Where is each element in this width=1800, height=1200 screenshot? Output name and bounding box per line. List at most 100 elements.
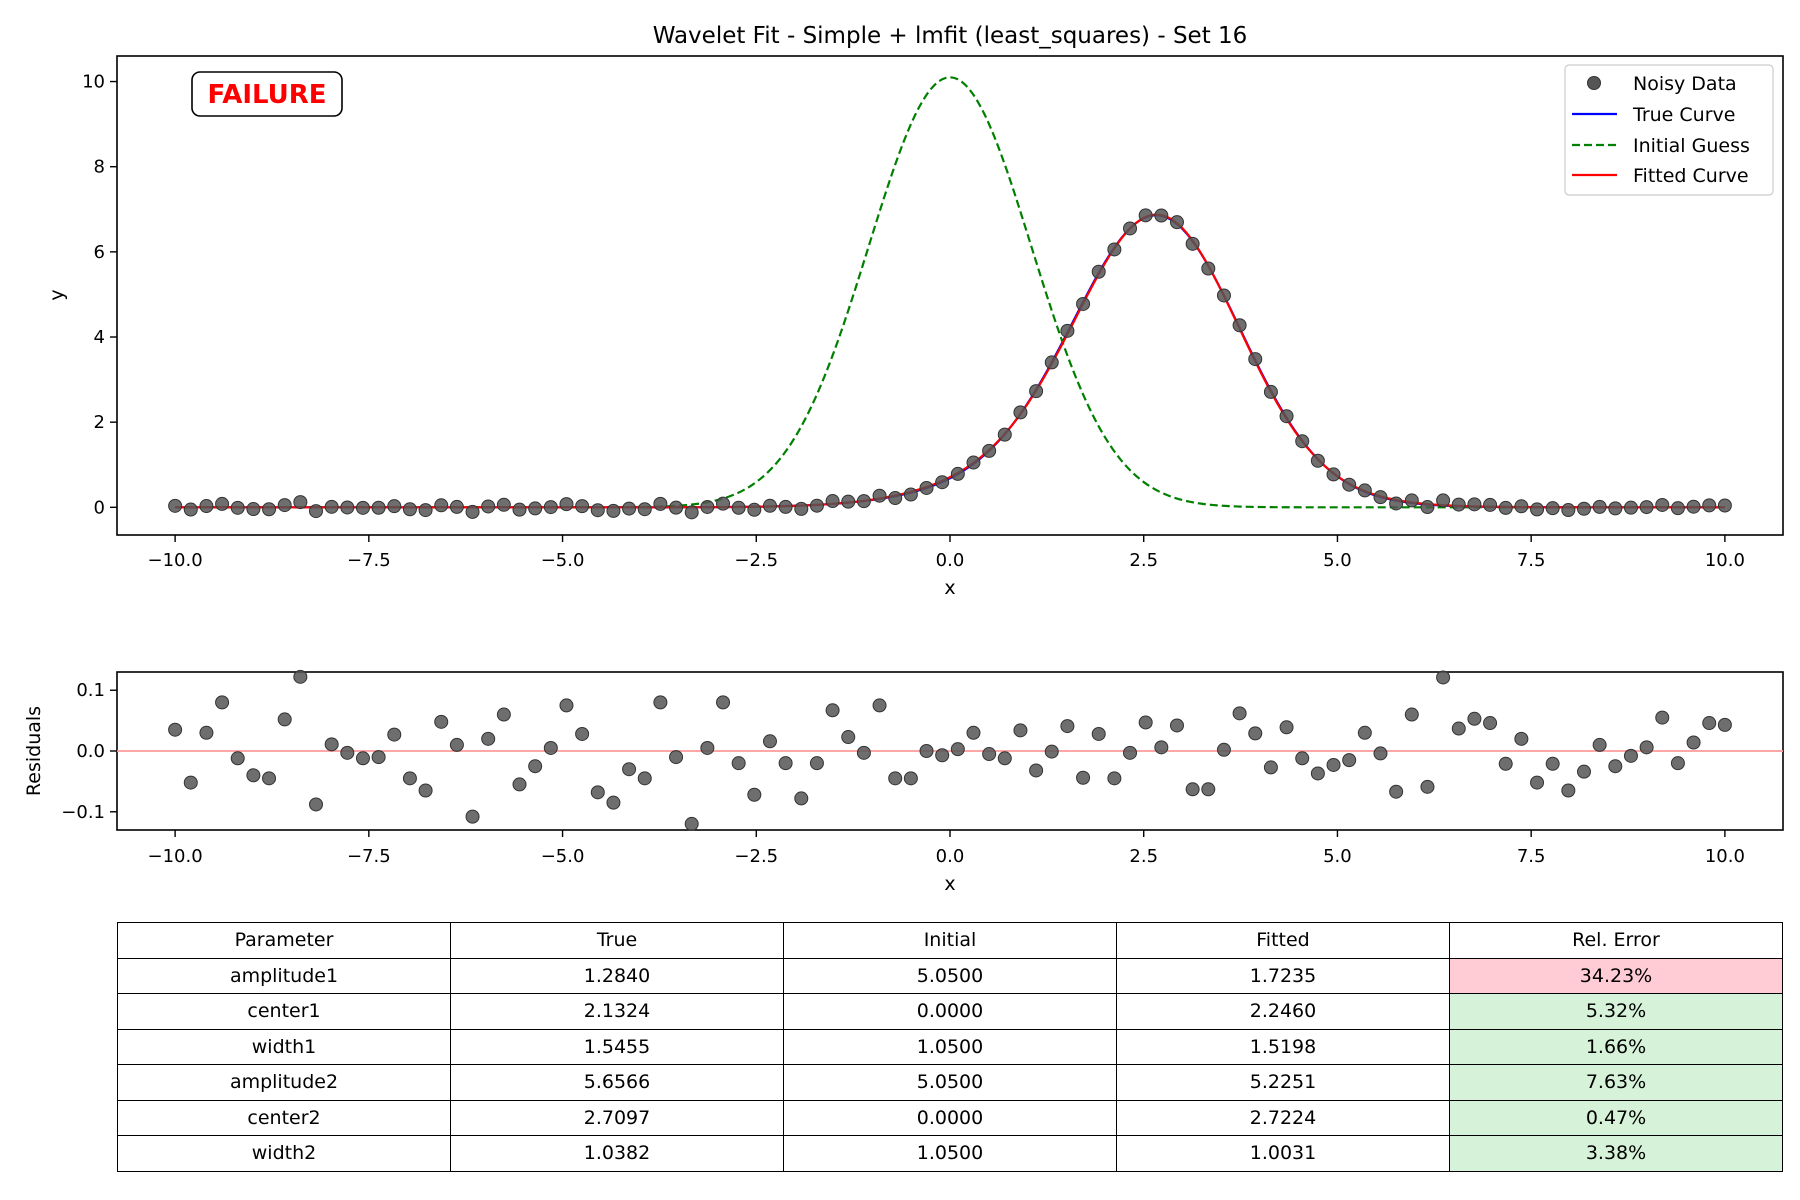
- residual-point: [402, 771, 417, 786]
- noisy-data-point: [856, 494, 871, 509]
- residual-point: [637, 771, 652, 786]
- residual-point: [716, 695, 731, 710]
- residual-y-axis-label: Residuals: [23, 706, 45, 796]
- param-name-cell: width2: [117, 1135, 451, 1172]
- residual-point: [465, 809, 480, 824]
- noisy-data-point: [997, 427, 1012, 442]
- noisy-data-point: [747, 502, 762, 517]
- residual-point: [481, 731, 496, 746]
- rel-error-cell: 1.66%: [1449, 1028, 1783, 1065]
- noisy-data-point: [512, 502, 527, 517]
- residual-point: [199, 725, 214, 740]
- initial-value-cell: 5.0500: [783, 1064, 1117, 1101]
- noisy-data-point: [762, 498, 777, 513]
- residual-point: [653, 695, 668, 710]
- residual-point: [903, 771, 918, 786]
- fitted-curve-line: [175, 213, 1725, 509]
- noisy-data-point: [825, 494, 840, 509]
- residual-point: [418, 783, 433, 798]
- table-row: width2 1.0382 1.0500 1.0031 3.38%: [117, 1135, 1783, 1172]
- noisy-data-point: [1592, 499, 1607, 514]
- residual-point: [919, 744, 934, 758]
- residual-point: [982, 747, 997, 762]
- residual-point: [1686, 735, 1701, 750]
- noisy-data-point: [966, 455, 981, 470]
- noisy-data-point: [402, 502, 417, 517]
- noisy-data-point: [794, 501, 809, 516]
- x-tick-label: −5.0: [541, 550, 585, 571]
- x-tick-label: −5.0: [541, 846, 585, 867]
- table-header-row: Parameter True Initial Fitted Rel. Error: [117, 922, 1783, 959]
- y-tick-label: 6: [94, 242, 105, 263]
- noisy-data-point: [230, 500, 245, 515]
- residual-point: [183, 775, 198, 790]
- residual-x-ticks: −10.0 −7.5 −5.0 −2.5 0.0 2.5 5.0 7.5 10.0: [148, 830, 1745, 867]
- x-tick-label: 2.5: [1129, 846, 1158, 867]
- noisy-data-point: [841, 494, 856, 509]
- residual-point: [1232, 706, 1247, 721]
- table-row: center2 2.7097 0.0000 2.7224 0.47%: [117, 1099, 1783, 1136]
- noisy-data-point: [982, 443, 997, 458]
- residual-point: [215, 695, 230, 710]
- noisy-data-point: [465, 504, 480, 519]
- fitted-value-cell: 2.7224: [1116, 1099, 1450, 1136]
- noisy-data-point: [1216, 288, 1231, 303]
- noisy-data-point: [262, 502, 277, 517]
- noisy-data-point: [1123, 221, 1138, 236]
- noisy-data-point: [731, 500, 746, 515]
- x-tick-label: 7.5: [1517, 846, 1546, 867]
- noisy-data-point: [1404, 493, 1419, 508]
- initial-value-cell: 0.0000: [783, 993, 1117, 1030]
- noisy-data-point: [1138, 208, 1153, 223]
- residual-point: [1279, 720, 1294, 735]
- noisy-data-point: [1076, 296, 1091, 311]
- residual-point: [434, 714, 449, 729]
- residual-point: [1545, 756, 1560, 771]
- noisy-data-point: [888, 491, 903, 506]
- fitted-value-cell: 1.7235: [1116, 957, 1450, 994]
- residual-point: [1702, 716, 1717, 731]
- residual-point: [1201, 782, 1216, 797]
- noisy-data-point: [606, 503, 621, 518]
- residual-point: [543, 740, 558, 755]
- legend: Noisy Data True Curve Initial Guess Fitt…: [1564, 64, 1774, 196]
- fitted-value-cell: 1.5198: [1116, 1028, 1450, 1065]
- legend-box: [1564, 64, 1774, 196]
- main-x-axis-label: x: [944, 577, 955, 599]
- true-value-cell: 1.2840: [450, 957, 784, 994]
- residual-point: [168, 722, 183, 737]
- residual-point: [1576, 764, 1591, 779]
- residual-point: [684, 816, 699, 831]
- noisy-data-point: [1561, 503, 1576, 518]
- residual-point: [1373, 746, 1388, 761]
- residual-point: [935, 748, 950, 763]
- noisy-data-point: [590, 503, 605, 518]
- residual-point: [1608, 759, 1623, 774]
- noisy-data-point: [559, 497, 574, 512]
- noisy-data-point: [1498, 500, 1513, 515]
- x-tick-label: 10.0: [1705, 550, 1745, 571]
- residual-point: [1107, 771, 1122, 786]
- fitted-value-cell: 5.2251: [1116, 1064, 1450, 1101]
- residual-point: [340, 745, 355, 760]
- legend-initial-guess-label: Initial Guess: [1633, 135, 1750, 157]
- residual-point: [1044, 744, 1059, 759]
- residual-point: [1263, 760, 1278, 775]
- residual-point: [1530, 775, 1545, 790]
- x-tick-label: 10.0: [1705, 846, 1745, 867]
- initial-value-cell: 0.0000: [783, 1099, 1117, 1136]
- noisy-data-point: [246, 502, 261, 517]
- table-row: center1 2.1324 0.0000 2.2460 5.32%: [117, 993, 1783, 1030]
- initial-value-cell: 1.0500: [783, 1028, 1117, 1065]
- residual-point: [387, 727, 402, 742]
- noisy-data-point: [277, 498, 292, 513]
- residual-point: [1326, 757, 1341, 772]
- residual-point: [1451, 721, 1466, 736]
- noisy-data-point: [168, 498, 183, 513]
- x-tick-label: 5.0: [1323, 550, 1352, 571]
- table-header-cell: Parameter: [117, 922, 451, 959]
- true-curve-line: [175, 214, 1725, 509]
- noisy-data-point: [684, 505, 699, 520]
- noisy-data-point: [872, 488, 887, 503]
- x-tick-label: −2.5: [734, 846, 778, 867]
